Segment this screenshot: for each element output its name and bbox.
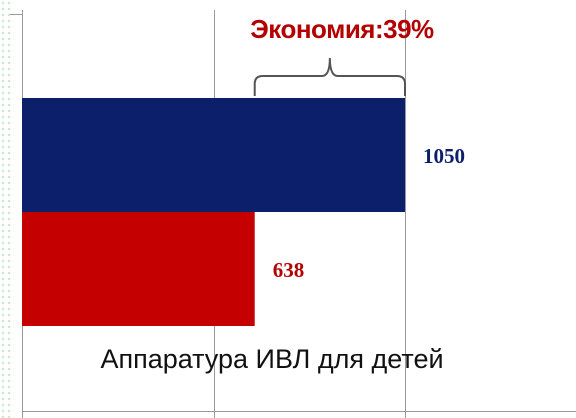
savings-annotation: Экономия:39% (250, 14, 434, 44)
category-label: Аппаратура ИВЛ для детей (100, 344, 443, 374)
dotted-border-decoration (0, 0, 14, 418)
value-label-1: 638 (273, 258, 305, 282)
value-label-0: 1050 (423, 144, 465, 168)
savings-bracket-path (253, 57, 406, 96)
bar-1 (22, 212, 255, 326)
bar-0 (22, 98, 405, 212)
bars (22, 98, 405, 326)
savings-bracket (253, 57, 406, 96)
value-labels: 1050 638 (273, 144, 465, 282)
